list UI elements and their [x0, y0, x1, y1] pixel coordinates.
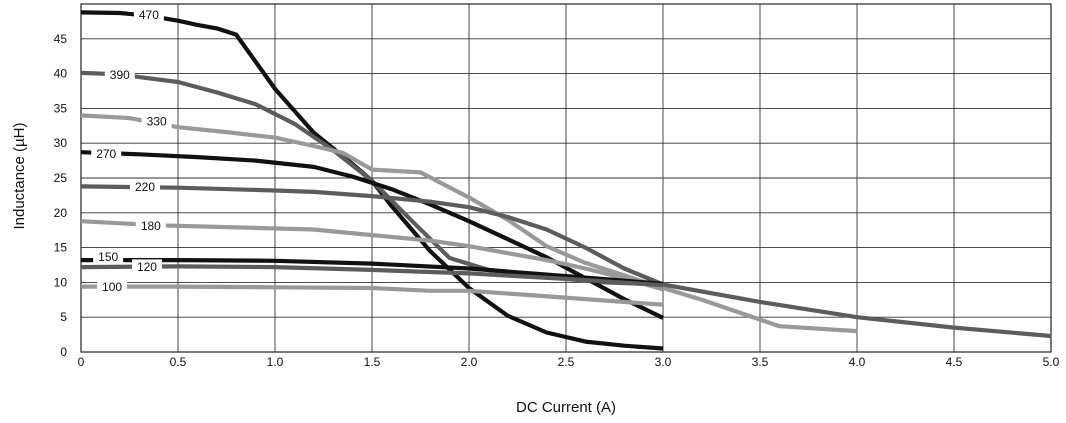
y-tick-label: 20 [54, 206, 68, 220]
series-label-bg [135, 218, 166, 233]
x-tick-label: 2.0 [461, 355, 478, 369]
y-tick-label: 35 [54, 101, 68, 115]
x-tick-label: 2.5 [558, 355, 575, 369]
series-label-bg [133, 7, 164, 22]
y-tick-label: 5 [60, 310, 67, 324]
y-tick-label: 40 [54, 67, 68, 81]
series-label-180: 180 [141, 219, 161, 233]
series-label-270: 270 [96, 147, 116, 161]
series-label-bg [104, 67, 135, 82]
series-label-bg [141, 113, 172, 128]
series-label-330: 330 [147, 114, 167, 128]
x-tick-label: 3.0 [655, 355, 672, 369]
x-tick-label: 1.0 [267, 355, 284, 369]
series-label-bg [93, 249, 124, 264]
y-tick-label: 45 [54, 32, 68, 46]
x-tick-label: 4.0 [849, 355, 866, 369]
y-tick-label: 0 [60, 345, 67, 359]
series-line-100 [81, 284, 664, 307]
y-tick-label: 30 [54, 136, 68, 150]
grid [80, 3, 1052, 353]
x-tick-label: 4.5 [946, 355, 963, 369]
series-label-bg [131, 259, 162, 274]
series-line-120 [80, 264, 664, 288]
series-label-bg [130, 179, 161, 194]
series-label-bg [97, 279, 128, 294]
series-label-220: 220 [135, 180, 155, 194]
series-line-150 [81, 258, 664, 286]
y-tick-label: 10 [54, 275, 68, 289]
tick-labels: 0 0.5 1.0 1.5 2.0 2.5 3.0 3.5 4.0 4.5 5.0 0 5 10 15 20 2… [54, 32, 1060, 369]
series-line-270 [80, 150, 664, 320]
series-label-100: 100 [102, 280, 122, 294]
series-label-470: 470 [139, 8, 159, 22]
y-tick-label: 15 [54, 241, 68, 255]
series-label-390: 390 [110, 68, 130, 82]
series-line-220 [80, 184, 1052, 339]
series-layer [80, 10, 1052, 351]
x-tick-label: 1.5 [364, 355, 381, 369]
series-line-180 [80, 219, 664, 292]
series-label-150: 150 [98, 250, 118, 264]
series-labels: 470 390 330 270 220 180 150 120 100 [91, 7, 172, 294]
series-line-330 [80, 113, 858, 334]
x-tick-label: 3.5 [752, 355, 769, 369]
series-label-bg [91, 146, 122, 161]
series-label-120: 120 [137, 260, 157, 274]
y-tick-label: 25 [54, 171, 68, 185]
x-tick-label: 0 [78, 355, 85, 369]
y-axis-title: Inductance (µH) [11, 122, 28, 229]
x-tick-label: 0.5 [170, 355, 187, 369]
x-axis-title: DC Current (A) [516, 399, 616, 416]
x-tick-label: 5.0 [1043, 355, 1060, 369]
